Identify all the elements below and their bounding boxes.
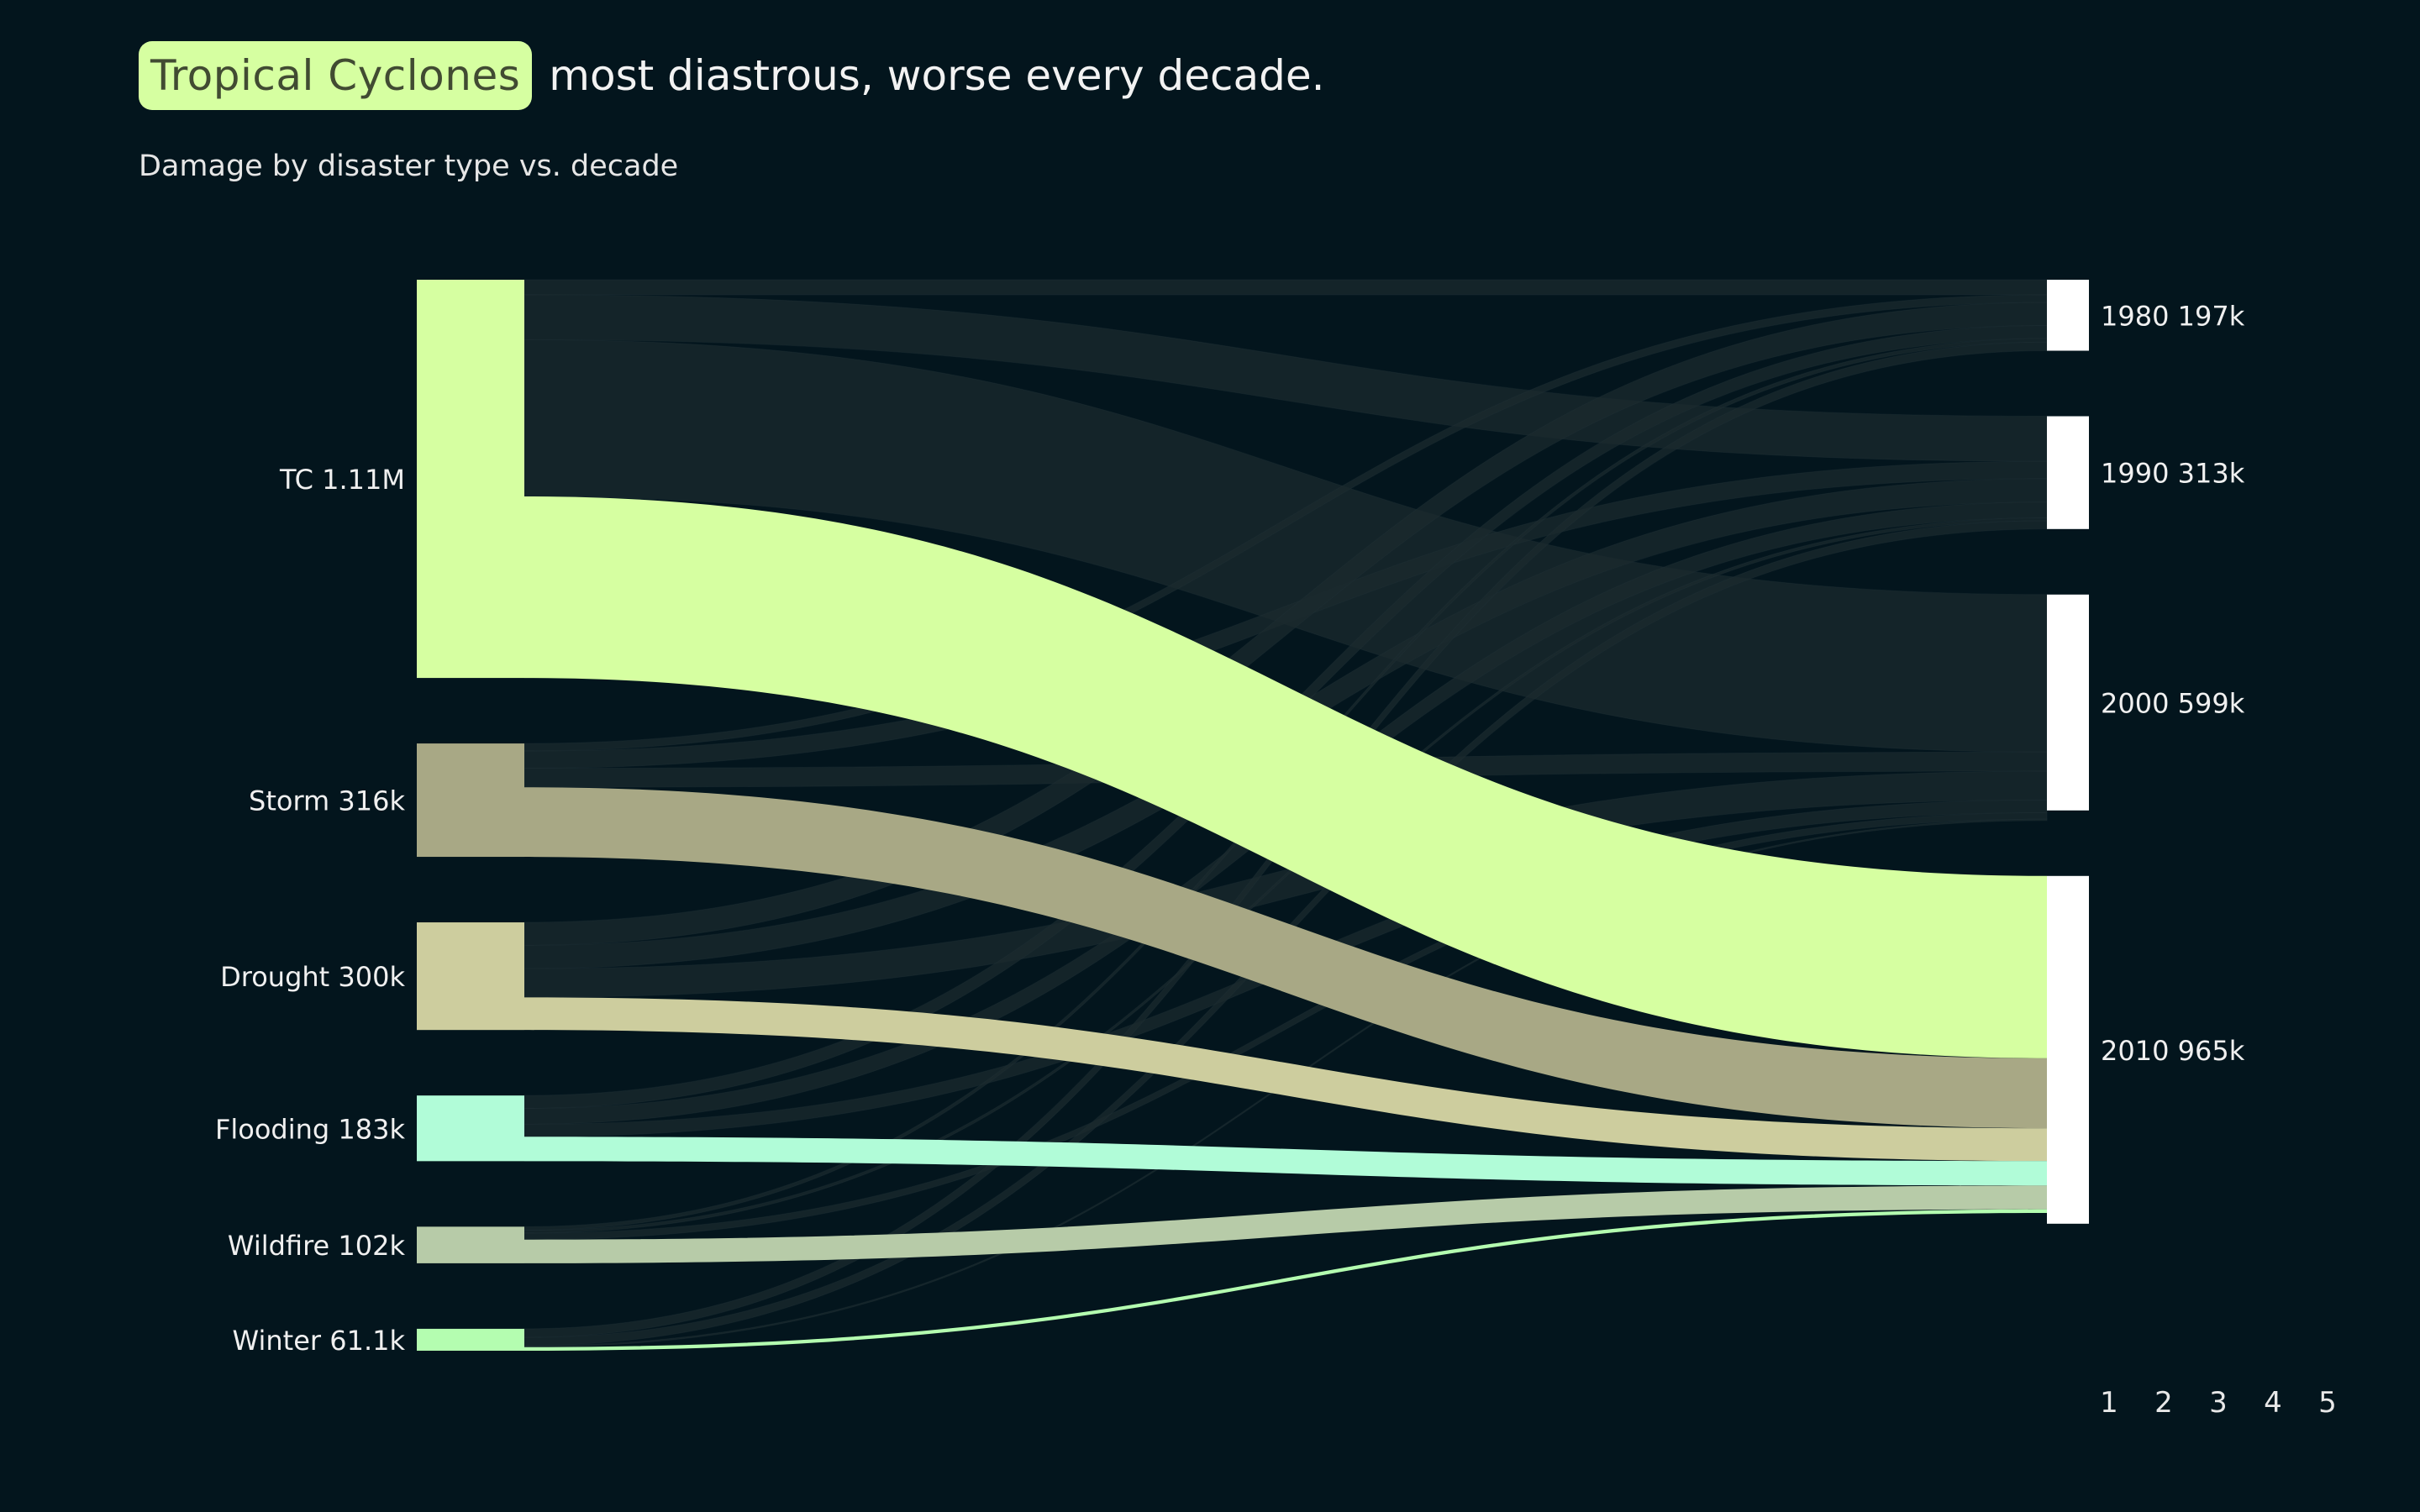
target-node-2010[interactable] <box>2047 875 2089 1224</box>
target-node-2000[interactable] <box>2047 594 2089 811</box>
target-node-1980[interactable] <box>2047 280 2089 351</box>
source-node-drought[interactable] <box>417 922 524 1031</box>
target-label-2000: 2000 599k <box>2101 687 2245 719</box>
source-label-flooding: Flooding 183k <box>215 1113 406 1145</box>
target-nodes: 1980 197k 1990 313k 2000 599k 2010 965k <box>2047 280 2245 1224</box>
highlighted-flows <box>524 496 2047 1351</box>
source-label-wildfire: Wildfire 102k <box>228 1230 406 1262</box>
target-label-2010: 2010 965k <box>2101 1035 2245 1067</box>
flow-wildfire-2010[interactable] <box>524 1185 2047 1263</box>
page-2-button[interactable]: 2 <box>2154 1386 2173 1420</box>
source-node-flooding[interactable] <box>417 1095 524 1162</box>
source-nodes: TC 1.11M Storm 316k Drought 300k Flooding 1… <box>215 280 524 1357</box>
source-label-storm: Storm 316k <box>249 785 405 817</box>
source-label-drought: Drought 300k <box>220 961 405 993</box>
source-node-wildfire[interactable] <box>417 1226 524 1263</box>
source-label-tc: TC 1.11M <box>279 464 405 496</box>
chart-title: Tropical Cyclones most diastrous, worse … <box>139 40 1325 111</box>
flow-tc-2010[interactable] <box>524 496 2047 1058</box>
chart-subtitle: Damage by disaster type vs. decade <box>139 150 679 183</box>
flow-storm-2010[interactable] <box>524 787 2047 1129</box>
source-node-winter[interactable] <box>417 1328 524 1351</box>
flow-flooding-2010[interactable] <box>524 1137 2047 1186</box>
target-label-1990: 1990 313k <box>2101 458 2245 490</box>
pagination: 1 2 3 4 5 <box>2092 1386 2344 1420</box>
title-highlight-badge: Tropical Cyclones <box>139 41 533 110</box>
page-5-button[interactable]: 5 <box>2318 1386 2337 1420</box>
source-node-tc[interactable] <box>417 280 524 679</box>
page-1-button[interactable]: 1 <box>2100 1386 2118 1420</box>
page-4-button[interactable]: 4 <box>2264 1386 2282 1420</box>
page-3-button[interactable]: 3 <box>2209 1386 2228 1420</box>
flow-drought-2010[interactable] <box>524 997 2047 1162</box>
source-label-winter: Winter 61.1k <box>233 1325 406 1357</box>
flow-winter-2010[interactable] <box>524 1209 2047 1351</box>
flow-tc-1980[interactable] <box>523 279 2048 296</box>
target-node-1990[interactable] <box>2047 416 2089 529</box>
target-label-1980: 1980 197k <box>2101 300 2245 332</box>
title-text: most diastrous, worse every decade. <box>549 51 1325 100</box>
source-node-storm[interactable] <box>417 743 524 858</box>
flow-tc-2000[interactable] <box>523 339 2048 753</box>
